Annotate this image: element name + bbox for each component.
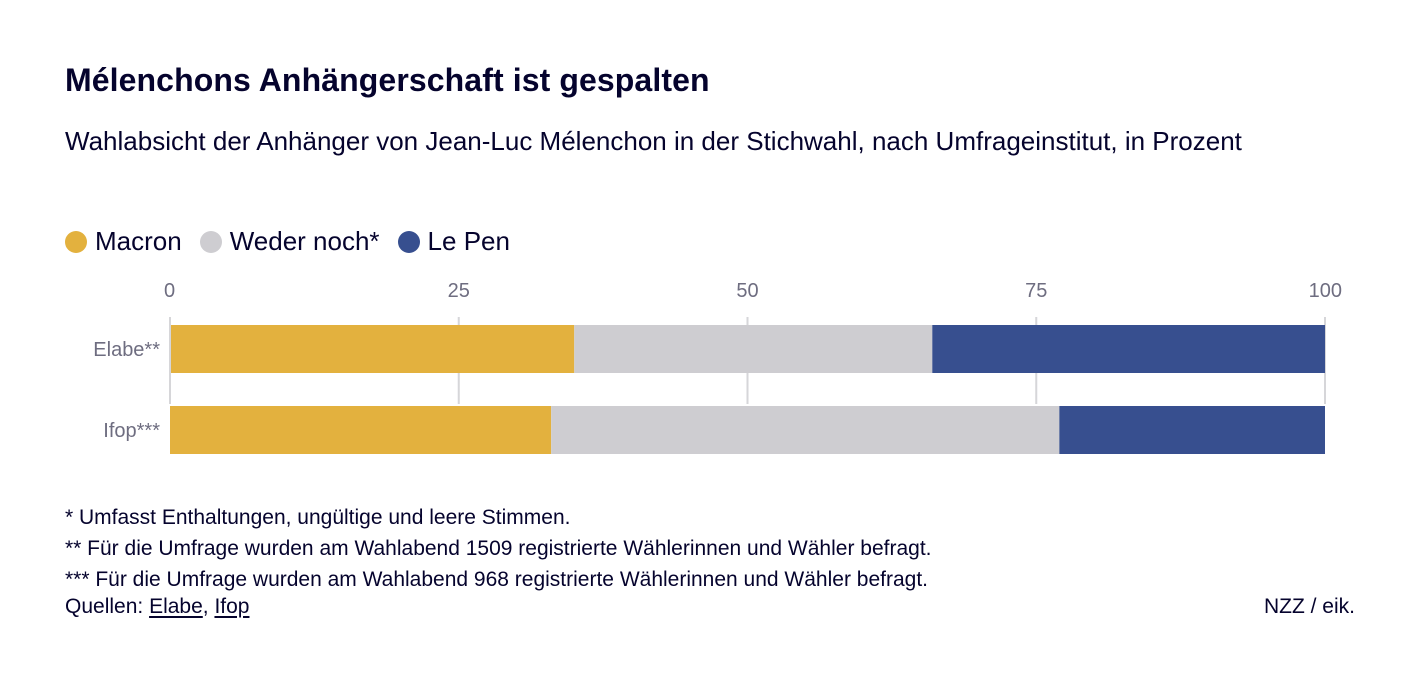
bar-ifop-weder-noch [551, 406, 1060, 454]
x-tick-label-25: 25 [448, 280, 470, 302]
chart-subtitle: Wahlabsicht der Anhänger von Jean-Luc Mé… [65, 126, 1242, 156]
legend-item-macron: Macron [65, 226, 182, 257]
legend-label-macron: Macron [95, 226, 182, 256]
footnote-2: ** Für die Umfrage wurden am Wahlabend 1… [65, 537, 932, 560]
bar-elabe-le-pen [932, 325, 1325, 373]
source-link-elabe[interactable]: Elabe [149, 595, 203, 618]
legend-swatch-macron [65, 230, 87, 253]
footnote-1: * Umfasst Enthaltungen, ungültige und le… [65, 506, 571, 529]
source-link-ifop[interactable]: Ifop [214, 595, 250, 618]
bar-ifop-macron [170, 406, 552, 454]
footnote-3: *** Für die Umfrage wurden am Wahlabend … [65, 568, 928, 591]
legend-swatch-weder-noch [199, 230, 222, 253]
x-tick-label-0: 0 [164, 280, 175, 302]
legend: Macron Weder noch* Le Pen [65, 226, 528, 257]
legend-label-le-pen: Le Pen [427, 226, 510, 256]
legend-swatch-le-pen [397, 230, 420, 253]
x-tick-label-100: 100 [1309, 280, 1342, 302]
footnotes: * Umfasst Enthaltungen, ungültige und le… [65, 502, 932, 595]
sources: Quellen: Elabe, Ifop [65, 591, 249, 622]
legend-item-weder-noch: Weder noch* [199, 226, 380, 257]
chart-title: Mélenchons Anhängerschaft ist gespalten [65, 62, 710, 98]
category-label-elabe: Elabe** [93, 339, 160, 361]
x-tick-label-50: 50 [736, 280, 758, 302]
sources-prefix: Quellen: [65, 595, 150, 618]
bar-elabe-weder-noch [574, 325, 933, 373]
credit: NZZ / eik. [1263, 595, 1355, 618]
sources-separator: , [202, 595, 215, 618]
category-label-ifop: Ifop*** [103, 420, 160, 442]
legend-item-le-pen: Le Pen [397, 226, 510, 257]
bar-elabe-macron [170, 325, 575, 373]
stacked-bar-chart: 0 25 50 75 100 Elabe** Ifop*** [93, 280, 1342, 454]
legend-label-weder-noch: Weder noch* [229, 226, 380, 256]
x-tick-label-75: 75 [1025, 280, 1047, 302]
bar-ifop-le-pen [1059, 406, 1325, 454]
